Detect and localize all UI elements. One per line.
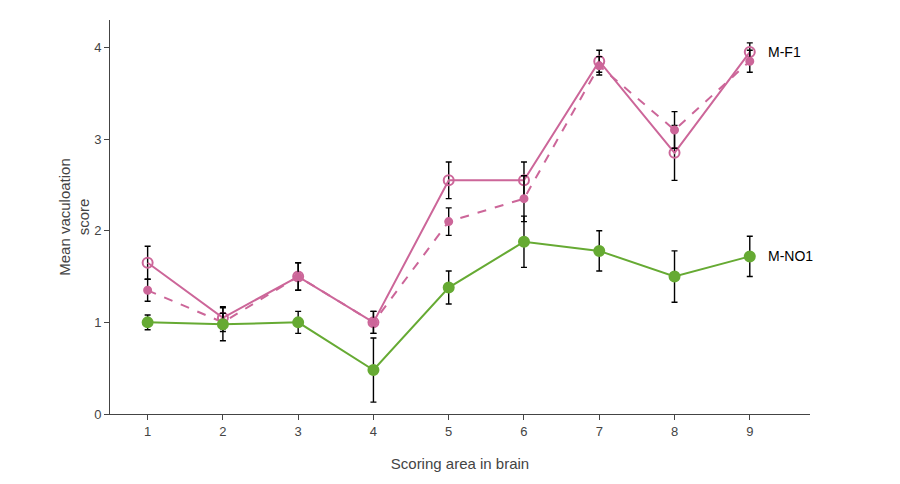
svg-text:Mean vaculoationscore: Mean vaculoationscore (56, 158, 93, 276)
svg-text:9: 9 (746, 424, 753, 439)
svg-text:4: 4 (94, 40, 101, 55)
svg-text:1: 1 (94, 315, 101, 330)
svg-text:1: 1 (144, 424, 151, 439)
svg-text:M-F1: M-F1 (768, 44, 801, 60)
svg-text:5: 5 (445, 424, 452, 439)
svg-text:4: 4 (370, 424, 377, 439)
svg-text:8: 8 (671, 424, 678, 439)
svg-text:2: 2 (219, 424, 226, 439)
svg-text:6: 6 (520, 424, 527, 439)
svg-text:2: 2 (94, 223, 101, 238)
svg-text:3: 3 (94, 132, 101, 147)
svg-text:M-NO1: M-NO1 (768, 248, 813, 264)
svg-text:7: 7 (596, 424, 603, 439)
svg-text:3: 3 (295, 424, 302, 439)
svg-text:Scoring area in brain: Scoring area in brain (391, 455, 529, 472)
svg-text:0: 0 (94, 407, 101, 422)
